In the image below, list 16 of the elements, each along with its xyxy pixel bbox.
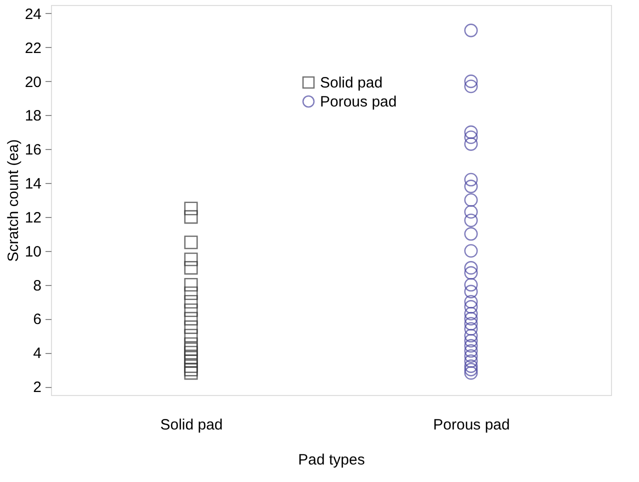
x-axis-title: Pad types — [298, 452, 365, 468]
legend-label: Porous pad — [320, 94, 397, 110]
y-tick-label: 8 — [33, 277, 42, 294]
y-axis-title: Scratch count (ea) — [4, 139, 22, 262]
y-tick-label: 22 — [24, 40, 42, 57]
y-tick-label: 10 — [24, 243, 42, 260]
y-tick-label: 14 — [24, 176, 42, 193]
y-tick-label: 16 — [24, 142, 42, 159]
y-tick-label: 24 — [24, 6, 42, 23]
y-tick-label: 20 — [24, 74, 42, 91]
y-tick-label: 12 — [24, 209, 42, 226]
y-tick-label: 2 — [33, 379, 42, 396]
y-tick-label: 18 — [24, 108, 42, 125]
y-tick-label: 6 — [33, 311, 42, 328]
legend-label: Solid pad — [320, 74, 383, 92]
y-tick-label: 4 — [33, 345, 42, 362]
